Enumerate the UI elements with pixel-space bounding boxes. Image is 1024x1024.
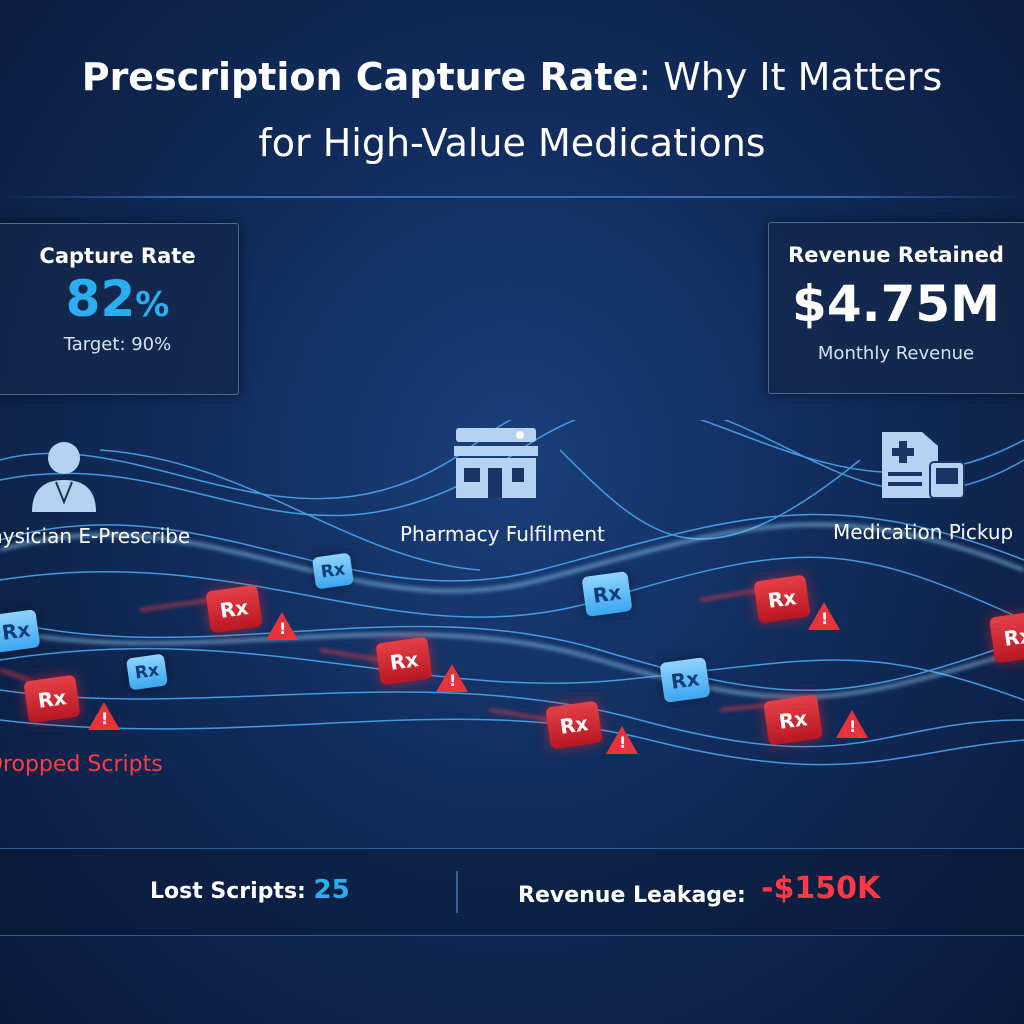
rx-dropped-icon: Rx — [205, 584, 263, 634]
title-rest: : Why It Matters — [638, 55, 943, 99]
warning-icon: ! — [808, 602, 840, 630]
warning-glyph: ! — [619, 733, 627, 752]
warning-glyph: ! — [449, 671, 457, 690]
rx-captured-icon: Rx — [659, 656, 711, 704]
lost-scripts-label: Lost Scripts: — [150, 879, 306, 904]
physician-icon — [32, 442, 96, 512]
lost-scripts-value: 25 — [313, 875, 350, 905]
capture-rate-number: 82 — [65, 270, 136, 328]
title-bold: Prescription Capture Rate — [81, 55, 639, 99]
stage-pharmacy-label: Pharmacy Fulfilment — [400, 522, 605, 546]
revenue-sub: Monthly Revenue — [817, 343, 975, 364]
capture-rate-value: 82% — [0, 270, 238, 328]
revenue-retained-card: Revenue Retained $4.75M Monthly Revenue — [768, 222, 1024, 394]
stage-physician-label: Physician E-Prescribe — [0, 524, 191, 548]
summary-bar: Lost Scripts: 25 Revenue Leakage: -$150K — [0, 848, 1024, 936]
rx-captured-icon: Rx — [581, 570, 633, 618]
dropped-scripts-label: Dropped Scripts — [0, 752, 163, 777]
rx-dropped-icon: Rx — [989, 610, 1024, 664]
capture-rate-card: Capture Rate 82% Target: 90% — [0, 223, 239, 395]
warning-glyph: ! — [821, 609, 829, 628]
rx-captured-icon: Rx — [0, 609, 41, 653]
rx-captured-icon: Rx — [125, 653, 169, 691]
pharmacy-store-icon — [454, 428, 538, 498]
rx-captured-icon: Rx — [311, 552, 355, 590]
warning-icon: ! — [266, 612, 298, 640]
capture-rate-heading: Capture Rate — [39, 244, 196, 268]
rx-dropped-icon: Rx — [545, 700, 603, 750]
rx-dropped-icon: Rx — [23, 674, 81, 724]
warning-icon: ! — [606, 726, 638, 754]
stage-pickup-label: Medication Pickup — [833, 520, 1014, 544]
warning-glyph: ! — [101, 709, 109, 728]
warning-glyph: ! — [849, 717, 857, 736]
revenue-heading: Revenue Retained — [788, 243, 1004, 267]
revenue-leakage: Revenue Leakage: -$150K — [518, 871, 880, 910]
revenue-value: $4.75M — [792, 275, 1000, 333]
rx-dropped-icon: Rx — [753, 574, 811, 624]
page-subtitle: for High-Value Medications — [258, 121, 766, 165]
warning-icon: ! — [836, 710, 868, 738]
rx-dropped-icon: Rx — [375, 636, 433, 686]
divider — [0, 196, 1024, 198]
capture-rate-unit: % — [135, 285, 170, 325]
prescription-flow-waves — [0, 420, 1024, 766]
revenue-leakage-label: Revenue Leakage: — [518, 883, 746, 908]
summary-divider — [456, 871, 458, 913]
rx-dropped-icon: Rx — [763, 694, 823, 746]
warning-icon: ! — [436, 664, 468, 692]
warning-icon: ! — [88, 702, 120, 730]
page-title: Prescription Capture Rate: Why It Matter… — [0, 50, 1024, 104]
warning-glyph: ! — [279, 619, 287, 638]
lost-scripts: Lost Scripts: 25 — [150, 875, 350, 905]
capture-rate-target: Target: 90% — [63, 334, 172, 355]
revenue-leakage-value: -$150K — [761, 871, 881, 906]
medication-pickup-icon — [882, 432, 965, 499]
